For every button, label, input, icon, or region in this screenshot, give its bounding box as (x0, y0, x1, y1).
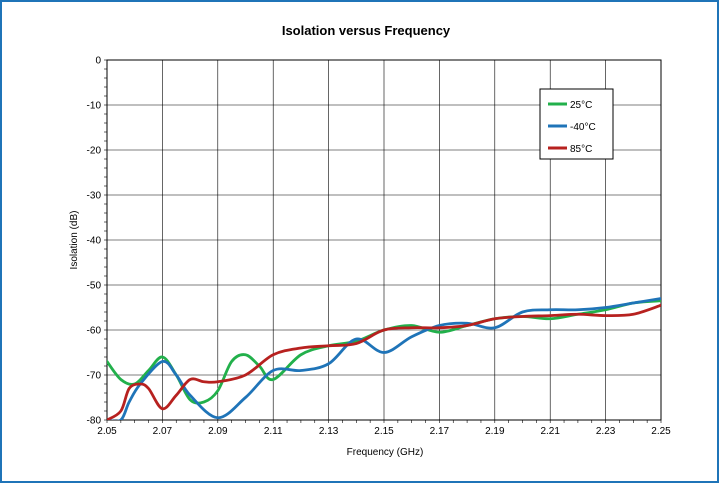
x-tick-label: 2.13 (319, 426, 339, 437)
x-tick-label: 2.15 (374, 426, 394, 437)
series-line-25c (107, 299, 661, 405)
y-tick-label: -60 (87, 326, 102, 337)
x-tick-label: 2.07 (153, 426, 173, 437)
y-tick-label: 0 (95, 56, 101, 67)
y-tick-label: -40 (87, 236, 102, 247)
series-lines (107, 297, 661, 420)
axis-ticks: 2.05 2.07 2.09 2.11 2.13 2.15 2.17 2.19 2.21 2.23… (87, 56, 672, 438)
y-tick-label: -20 (87, 146, 102, 157)
y-tick-label: -10 (87, 101, 102, 112)
x-axis-label: Frequency (GHz) (347, 447, 424, 458)
legend-label: 25°C (570, 100, 592, 111)
x-tick-label: 2.21 (540, 426, 560, 437)
y-tick-label: -50 (87, 281, 102, 292)
x-tick-label: 2.09 (208, 426, 228, 437)
y-axis-label: Isolation (dB) (69, 211, 80, 270)
legend-label: -40°C (570, 122, 596, 133)
series-line-minus40c (107, 297, 661, 420)
chart-title: Isolation versus Frequency (282, 23, 451, 38)
x-tick-label: 2.23 (596, 426, 616, 437)
y-tick-label: -30 (87, 191, 102, 202)
y-tick-label: -70 (87, 371, 102, 382)
x-tick-label: 2.25 (651, 426, 671, 437)
x-tick-label: 2.11 (264, 426, 283, 437)
series-line-85c (107, 303, 661, 420)
x-tick-label: 2.05 (97, 426, 117, 437)
y-tick-label: -80 (87, 416, 102, 427)
x-tick-label: 2.17 (430, 426, 450, 437)
legend: 25°C -40°C 85°C (539, 88, 614, 160)
x-tick-label: 2.19 (485, 426, 505, 437)
legend-label: 85°C (570, 144, 592, 155)
